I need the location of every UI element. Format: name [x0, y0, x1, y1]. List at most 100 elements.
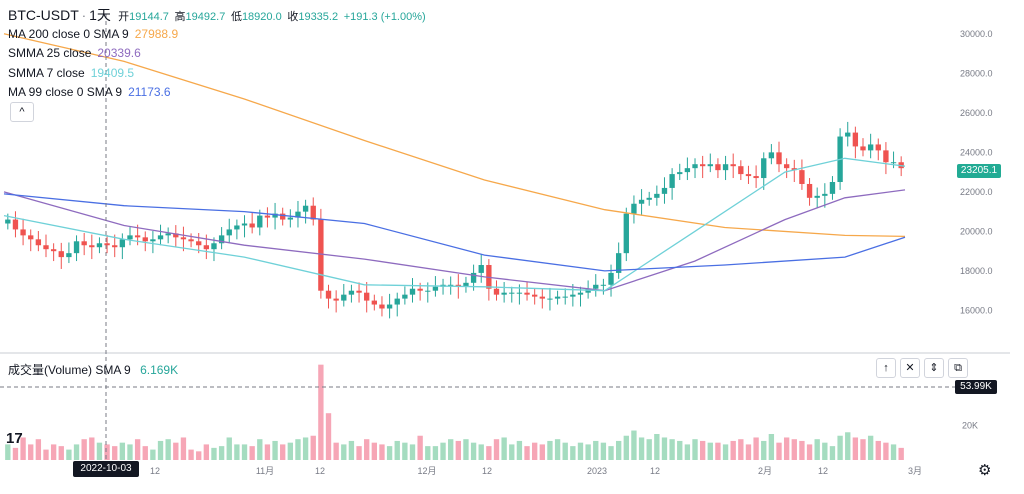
volume-bar	[12, 447, 19, 460]
volume-bar	[96, 442, 103, 460]
candle	[646, 197, 652, 200]
volume-bar	[753, 437, 759, 460]
volume-bar	[768, 434, 775, 460]
volume-bar	[157, 440, 164, 460]
candle	[684, 168, 691, 173]
chevron-up-icon[interactable]: ^	[10, 102, 34, 122]
volume-bar	[890, 444, 897, 460]
candle	[5, 219, 11, 224]
candle	[692, 164, 698, 169]
volume-bar	[547, 440, 553, 460]
volume-bar	[188, 449, 194, 460]
indicator-legend-ma99[interactable]: MA 99 close 0 SMA 9 21173.6	[8, 84, 171, 100]
x-tick-label: 12	[315, 466, 325, 476]
volume-bar	[66, 449, 72, 460]
candle	[249, 223, 255, 228]
volume-bar	[104, 444, 110, 460]
candle	[280, 213, 286, 220]
candle	[852, 132, 859, 147]
volume-legend[interactable]: 成交量(Volume) SMA 9 6.169K	[8, 361, 178, 378]
volume-bar	[646, 439, 652, 460]
candle	[509, 292, 515, 294]
symbol-name[interactable]: BTC-USDT	[8, 7, 79, 23]
candle	[173, 233, 179, 238]
volume-bar	[661, 437, 668, 460]
volume-bar	[119, 442, 126, 460]
volume-bar	[28, 444, 34, 460]
volume-bar	[409, 444, 416, 460]
candle	[478, 265, 484, 273]
candle	[402, 294, 408, 299]
change-value: +191.3 (+1.00%)	[343, 11, 426, 23]
volume-bar	[516, 440, 523, 460]
high-label: 高	[174, 11, 186, 23]
volume-bar	[440, 442, 446, 460]
arrow-up-icon[interactable]: ↑	[876, 358, 896, 378]
volume-bar	[783, 437, 790, 460]
volume-bar	[791, 439, 797, 460]
volume-bar	[196, 451, 202, 460]
volume-bar	[585, 444, 591, 460]
volume-bar	[799, 440, 805, 460]
volume-bar	[295, 439, 301, 460]
candle	[226, 229, 232, 236]
candle	[615, 253, 622, 273]
volume-bar	[73, 444, 80, 460]
candle	[554, 296, 561, 299]
volume-bar	[203, 444, 210, 460]
candle	[96, 243, 103, 248]
x-tick-label: 12	[818, 466, 828, 476]
symbol-interval[interactable]: 1天	[89, 7, 111, 23]
close-icon[interactable]: ✕	[900, 358, 920, 378]
candle	[35, 239, 42, 246]
indicator-name: MA 99 close 0 SMA 9	[8, 85, 123, 99]
volume-bar	[638, 437, 645, 460]
candle	[203, 245, 210, 250]
volume-bar	[180, 437, 187, 460]
volume-bar	[509, 444, 515, 460]
candle	[318, 219, 324, 291]
volume-bar	[302, 437, 309, 460]
volume-bar	[837, 435, 843, 460]
candle	[593, 284, 599, 289]
indicator-legend-smma7[interactable]: SMMA 7 close 19409.5	[8, 65, 134, 81]
volume-bar	[287, 442, 294, 460]
maximize-icon[interactable]: ⧉	[948, 358, 968, 378]
tradingview-logo[interactable]: 17	[6, 430, 23, 447]
candle	[761, 158, 767, 179]
volume-bar	[318, 364, 324, 460]
candle	[20, 229, 26, 236]
candle	[570, 294, 576, 297]
volume-bar	[241, 444, 248, 460]
candle	[867, 144, 874, 151]
candle	[371, 300, 377, 305]
candle	[677, 172, 683, 175]
candle	[875, 144, 881, 151]
close-label: 收	[287, 11, 299, 23]
gear-icon[interactable]: ⚙	[978, 462, 992, 479]
volume-bar	[394, 440, 400, 460]
collapse-icon[interactable]: ⇕	[924, 358, 944, 378]
volume-bar	[730, 440, 736, 460]
candle	[188, 239, 194, 242]
candle	[50, 249, 57, 252]
candle	[180, 237, 187, 240]
candle	[745, 174, 752, 177]
volume-bar	[356, 446, 362, 460]
indicator-legend-ma200[interactable]: MA 200 close 0 SMA 9 27988.9	[8, 26, 178, 42]
candle	[783, 164, 790, 169]
volume-bar	[554, 439, 561, 460]
pane-buttons: ↑ ✕ ⇕ ⧉	[876, 358, 968, 378]
volume-bar	[562, 442, 568, 460]
volume-bar	[822, 442, 828, 460]
volume-bar	[379, 444, 385, 460]
candle	[532, 294, 538, 297]
candle	[12, 219, 19, 230]
indicator-legend-smma25[interactable]: SMMA 25 close 20339.6	[8, 45, 141, 61]
candle	[631, 203, 637, 214]
candle	[707, 164, 713, 167]
x-tick-label: 2023	[587, 466, 607, 476]
volume-bar	[707, 442, 713, 460]
